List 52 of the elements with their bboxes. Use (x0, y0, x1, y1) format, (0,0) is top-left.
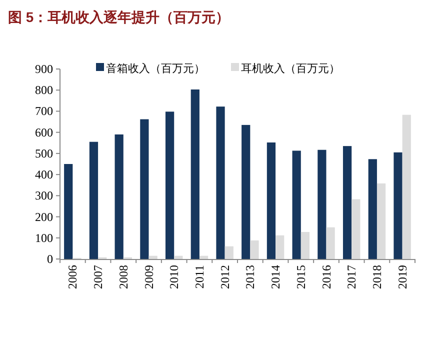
bar (148, 256, 158, 259)
legend-label: 耳机收入（百万元） (241, 62, 340, 75)
x-tick-label: 2019 (395, 265, 410, 289)
bar (224, 246, 234, 259)
bar (352, 199, 360, 259)
y-tick-label: 800 (35, 83, 53, 98)
bar (190, 89, 200, 259)
x-tick-label: 2013 (243, 265, 258, 289)
x-tick-label: 2014 (268, 265, 283, 289)
x-tick-label: 2016 (319, 265, 334, 289)
y-tick-label: 200 (35, 210, 53, 224)
bar (89, 142, 98, 259)
y-tick-label: 0 (47, 252, 53, 266)
bar (326, 227, 335, 259)
bar (376, 183, 386, 259)
bar (140, 119, 149, 259)
bar (368, 159, 377, 259)
bar (64, 164, 73, 259)
x-tick-label: 2010 (167, 265, 182, 289)
y-tick-label: 100 (35, 230, 53, 245)
y-tick-label: 400 (35, 168, 53, 182)
bar (276, 235, 284, 259)
x-tick-label: 2008 (116, 265, 130, 289)
bar (174, 256, 183, 259)
bar (342, 146, 352, 259)
y-tick-label: 300 (35, 188, 53, 203)
bar (199, 256, 208, 259)
bar (300, 232, 310, 259)
x-tick-label: 2011 (192, 265, 206, 289)
legend-label: 音箱收入（百万元） (106, 62, 205, 75)
bar (402, 114, 411, 259)
y-tick-label: 900 (35, 62, 53, 76)
chart-title: 图 5：耳机收入逐年提升（百万元） (8, 9, 230, 25)
y-tick-label: 500 (35, 146, 53, 160)
x-tick-label: 2006 (66, 265, 80, 289)
bar (318, 150, 326, 259)
bar (216, 106, 225, 259)
bar (266, 142, 276, 259)
x-tick-label: 2009 (142, 265, 156, 289)
x-tick-label: 2007 (91, 265, 106, 289)
bar (292, 150, 301, 259)
bar (250, 240, 259, 259)
x-tick-label: 2018 (370, 265, 384, 289)
x-tick-label: 2015 (294, 265, 308, 289)
bar (165, 112, 174, 259)
bar (242, 124, 250, 259)
bar (394, 152, 402, 259)
y-tick-label: 700 (35, 104, 53, 118)
bar (114, 134, 124, 259)
x-tick-label: 2012 (218, 265, 232, 289)
y-tick-label: 600 (35, 125, 53, 140)
x-tick-label: 2017 (344, 265, 359, 289)
